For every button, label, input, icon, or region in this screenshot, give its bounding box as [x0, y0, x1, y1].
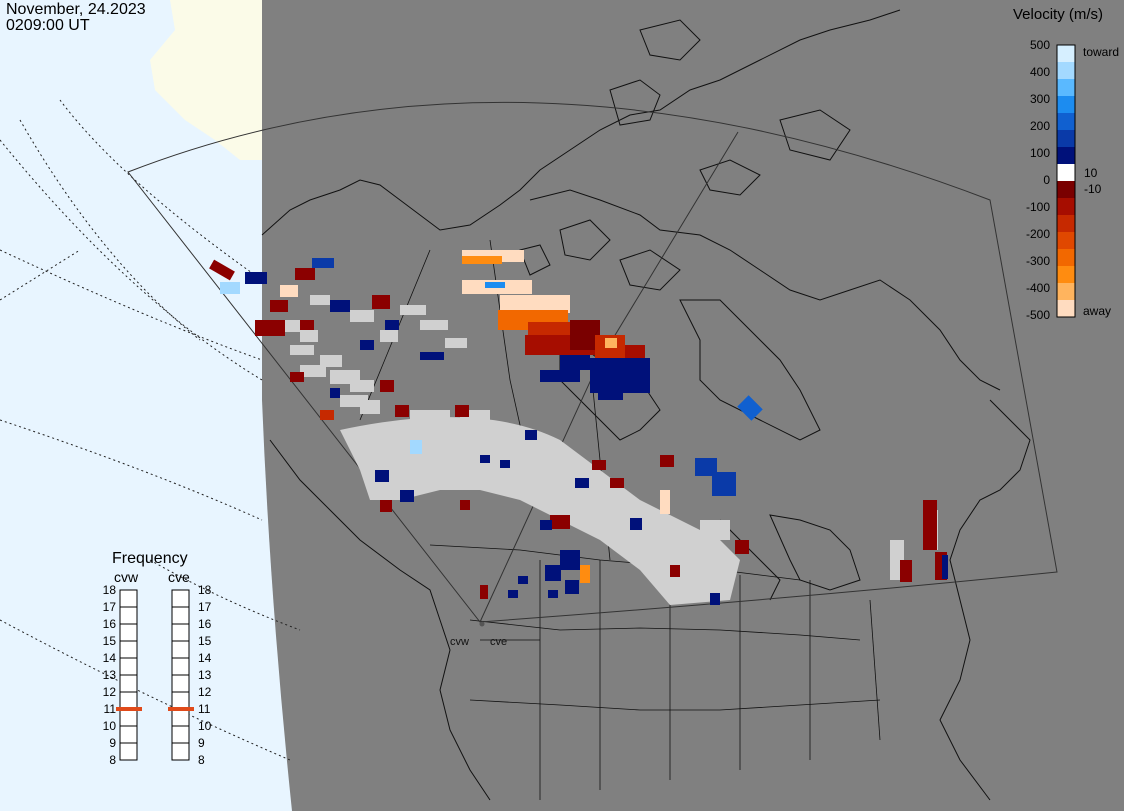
colorbar-segment	[1057, 181, 1075, 199]
colorbar-away-label: away	[1083, 304, 1112, 318]
frequency-scale-label-left: 8	[109, 753, 116, 767]
frequency-marker-cvw	[116, 707, 142, 711]
frequency-scale-label-right: 9	[198, 736, 205, 750]
site-label-cve: cve	[490, 636, 508, 648]
frequency-marker-cve	[168, 707, 194, 711]
frequency-scale-label-right: 10	[198, 719, 212, 733]
velocity-cells	[209, 258, 948, 605]
radar-label-cve: cve	[168, 569, 190, 585]
ground-scatter	[280, 295, 938, 605]
coastlines	[261, 9, 1031, 801]
colorbar-title: Velocity (m/s)	[1013, 6, 1104, 23]
colorbar-segment	[1057, 130, 1075, 148]
arctic-land	[0, 0, 262, 160]
frequency-scale-label-right: 13	[198, 668, 212, 682]
colorbar-segment	[1057, 232, 1075, 250]
colorbar-segment	[1057, 249, 1075, 267]
frequency-scale-label-right: 16	[198, 617, 212, 631]
colorbar-segment	[1057, 300, 1075, 318]
colorbar-segment	[1057, 62, 1075, 80]
colorbar-segment	[1057, 283, 1075, 301]
colorbar-tick-label: 0	[1043, 173, 1050, 187]
frequency-scale-label-left: 15	[102, 634, 116, 648]
colorbar-tick-label: 100	[1029, 146, 1050, 160]
colorbar-segment	[1057, 198, 1075, 216]
colorbar-toward-label: toward	[1083, 45, 1120, 59]
frequency-scale-label-left: 13	[102, 668, 116, 682]
colorbar-tick-label: -500	[1025, 308, 1050, 322]
frequency-scale-label-right: 12	[198, 685, 212, 699]
colorbar-tick-label: -300	[1025, 254, 1050, 268]
frequency-scale-label-left: 10	[102, 719, 116, 733]
colorbar-tick-label: 200	[1029, 119, 1050, 133]
frequency-title: Frequency	[112, 550, 188, 567]
colorbar-inner-label-pos: 10	[1084, 166, 1098, 180]
colorbar-segment	[1057, 147, 1075, 165]
colorbar-inner-label-neg: -10	[1084, 182, 1102, 196]
frequency-scale-label-left: 14	[102, 651, 116, 665]
colorbar-segment	[1057, 215, 1075, 233]
colorbar-segment	[1057, 96, 1075, 114]
frequency-scale-label-left: 17	[102, 600, 116, 614]
frequency-scale-label-left: 18	[102, 583, 116, 597]
radar-site-marker	[479, 621, 485, 627]
colorbar-tick-label: -400	[1025, 281, 1050, 295]
graticule	[0, 99, 301, 761]
frequency-scale-label-right: 14	[198, 651, 212, 665]
colorbar-tick-label: 500	[1029, 38, 1050, 52]
velocity-swath	[462, 250, 650, 400]
colorbar-tick-label: -100	[1025, 200, 1050, 214]
colorbar-segment	[1057, 79, 1075, 97]
frequency-scale-label-right: 17	[198, 600, 212, 614]
frequency-scale-label-left: 11	[103, 702, 116, 716]
frequency-scale-label-right: 8	[198, 753, 205, 767]
frequency-scale-label-left: 16	[102, 617, 116, 631]
colorbar-tick-label: -200	[1025, 227, 1050, 241]
frequency-scale-label-right: 15	[198, 634, 212, 648]
radar-label-cvw: cvw	[114, 569, 139, 585]
colorbar-segment	[1057, 266, 1075, 284]
colorbar-segment	[1057, 45, 1075, 63]
frequency-scale-label-right: 18	[198, 583, 212, 597]
velocity-colorbar	[1056, 44, 1076, 318]
colorbar-segment	[1057, 164, 1075, 182]
site-label-cvw: cvw	[450, 636, 469, 648]
frequency-scale-label-right: 11	[198, 702, 211, 716]
timestamp-date: November, 24.2023	[6, 1, 146, 18]
map-land-region	[262, 0, 1124, 811]
colorbar-tick-label: 300	[1029, 92, 1050, 106]
frequency-scale-label-left: 12	[102, 685, 116, 699]
colorbar-tick-label: 400	[1029, 65, 1050, 79]
frequency-scale-label-left: 9	[109, 736, 116, 750]
colorbar-segment	[1057, 113, 1075, 131]
timestamp-time: 0209:00 UT	[6, 17, 90, 34]
frequency-panel	[116, 589, 194, 761]
